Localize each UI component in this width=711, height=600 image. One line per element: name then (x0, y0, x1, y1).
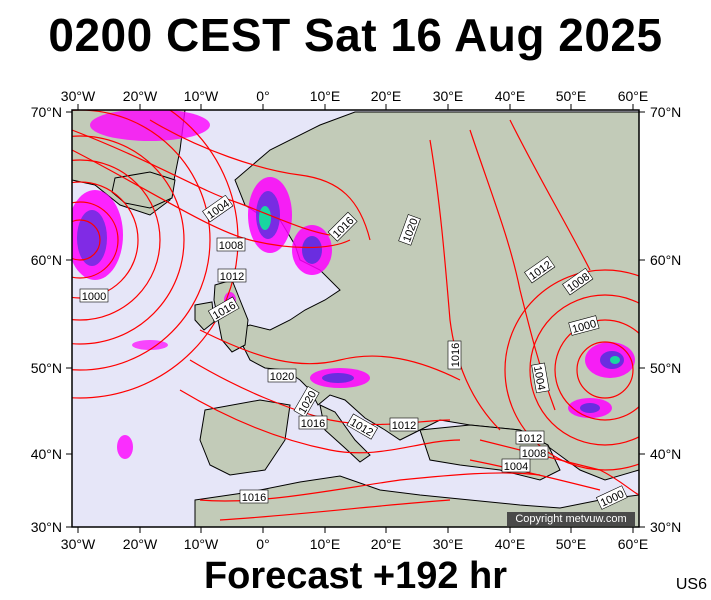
lon-label: 40°E (495, 88, 526, 104)
model-code: US6 (675, 576, 707, 593)
precip-areas (72, 110, 635, 459)
isobar-label: 1016 (450, 343, 462, 367)
map-frame (71, 109, 640, 528)
lon-label: 30°E (433, 536, 464, 552)
lon-label: 60°E (618, 536, 649, 552)
lat-label: 40°N (650, 446, 681, 462)
lon-labels-top: 30°W 20°W 10°W 0° 10°E 20°E 30°E 40°E 50… (61, 88, 648, 104)
lat-label: 60°N (31, 252, 62, 268)
isobar-label: 1012 (518, 433, 542, 445)
isobar-label: 1008 (522, 448, 546, 460)
page-title: 0200 CEST Sat 16 Aug 2025 (48, 9, 663, 61)
isobar-label: 1004 (504, 461, 528, 473)
isobar-label: 1020 (270, 371, 294, 383)
lon-label: 30°W (61, 88, 96, 104)
lon-labels-bottom: 30°W 20°W 10°W 0° 10°E 20°E 30°E 40°E 50… (61, 536, 648, 552)
lon-label: 30°E (433, 88, 464, 104)
lon-label: 10°W (184, 536, 219, 552)
lon-label: 10°W (184, 88, 219, 104)
lon-label: 20°E (371, 536, 402, 552)
lat-label: 30°N (650, 519, 681, 535)
lat-label: 50°N (31, 360, 62, 376)
lon-label: 0° (256, 536, 269, 552)
lon-label: 10°E (310, 536, 341, 552)
lat-label: 30°N (31, 519, 62, 535)
lon-label: 50°E (556, 88, 587, 104)
isobar-label: 1004 (531, 365, 547, 391)
lon-label: 60°E (618, 88, 649, 104)
lon-label: 10°E (310, 88, 341, 104)
lat-label: 40°N (31, 446, 62, 462)
lat-label: 70°N (650, 104, 681, 120)
isobar-label: 1016 (301, 418, 325, 430)
copyright-label: Copyright metvuw.com (507, 512, 635, 526)
isobar-label: 1008 (219, 240, 243, 252)
lon-label: 0° (256, 88, 269, 104)
lon-label: 30°W (61, 536, 96, 552)
isobar-label: 1012 (392, 420, 416, 432)
lat-label: 60°N (650, 252, 681, 268)
forecast-label: Forecast +192 hr (203, 555, 508, 597)
lon-label: 20°E (371, 88, 402, 104)
isobar-label: 1012 (220, 271, 244, 283)
lat-label: 70°N (31, 104, 62, 120)
isobar-label: 1016 (242, 492, 266, 504)
lon-label: 40°E (495, 536, 526, 552)
lon-label: 20°W (123, 88, 158, 104)
tick-marks (66, 104, 645, 533)
lat-labels-right: 70°N 60°N 50°N 40°N 30°N (650, 104, 681, 535)
lon-label: 20°W (123, 536, 158, 552)
lat-label: 50°N (650, 360, 681, 376)
isobar-label: 1000 (82, 291, 106, 303)
lon-label: 50°E (556, 536, 587, 552)
lat-labels-left: 70°N 60°N 50°N 40°N 30°N (31, 104, 62, 535)
